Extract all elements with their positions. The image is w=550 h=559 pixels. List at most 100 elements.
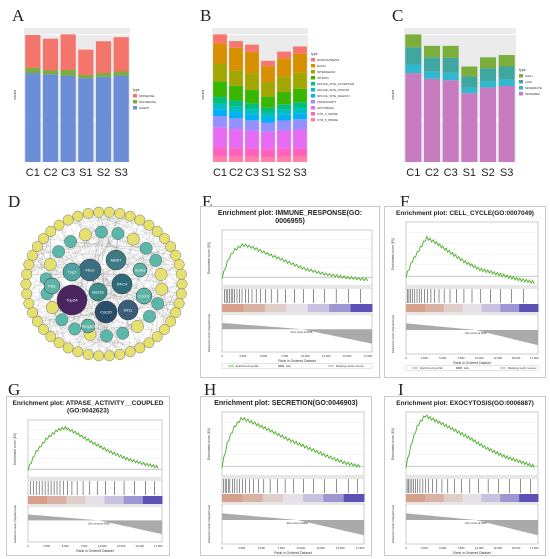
x-tick-label: 7,500 [278,546,285,550]
bar-segment [213,43,227,64]
legend-swatch [311,112,315,116]
x-tick-label: 15,000 [512,356,521,360]
x-tick-label: 5,000 [62,544,69,548]
network-node [176,278,188,290]
bar-segment [245,109,259,115]
network-node [159,324,170,335]
network-hub-node [117,299,139,321]
panel-letter-g: G [8,380,21,399]
x-axis-label: Rank in Ordered Dataset [274,551,312,555]
x-axis-label: Rank in Ordered Dataset [453,551,491,555]
network-node [27,249,38,261]
x-tick-label: C3 [444,167,458,179]
bar-segment [277,120,291,131]
x-tick-label: S2 [277,167,290,179]
ranking-color-segment [343,494,365,502]
x-tick-label: 0 [405,356,407,360]
legend-label: Ranking metric scores [336,364,364,368]
legend-swatch [311,100,315,104]
network-hub-node [80,318,96,334]
x-tick-label: 15,000 [512,546,521,550]
plot-background [212,28,308,162]
network-node [72,210,84,222]
x-tick-label: 5,000 [258,546,265,550]
network-node [111,227,125,240]
bar-segment [213,116,227,128]
x-tick-label: 0 [221,546,223,550]
bar-segment [95,73,112,77]
network-node [170,249,181,261]
ranking-color-segment [47,496,67,504]
bar-segment [229,100,243,107]
x-tick-label: 17,500 [364,354,373,358]
legend-swatch [311,64,315,68]
network-node [143,337,155,349]
network-node [72,346,84,358]
network-node [82,349,94,360]
bar-segment [442,57,459,73]
network-node [124,346,136,358]
legend-swatch [311,70,315,74]
bar-segment [229,85,243,101]
network-edge [68,333,123,349]
network-node [143,219,155,231]
network-node [93,206,105,218]
legend-label: Hits [286,364,291,368]
ranked-metric-area [28,514,162,535]
legend-title: type [311,52,318,56]
bar-segment [293,102,307,109]
ranked-metric-area [222,322,372,344]
network-node-label: Plk1 [48,284,57,289]
ranking-color-segment [424,494,445,502]
legend-title: type [519,68,526,72]
x-tick-label: 5,000 [439,546,446,550]
network-node [62,342,74,354]
ranking-color-segment [222,494,243,502]
x-axis-label: Rank in Ordered Dataset [453,361,491,365]
ranking-color-segment [262,494,284,502]
ranked-metric-axis-label: Ranked list metric (Signal2Noise) [207,314,211,352]
network-edge [149,293,182,317]
bar-segment [261,60,275,67]
network-node [165,316,177,327]
legend-swatch [311,76,315,80]
zero-cross-label: Zero cross at 9596 [465,521,487,525]
network-node [21,288,33,300]
bar-segment [461,87,478,94]
x-tick-label: S1 [463,167,476,179]
bar-segment [498,86,515,162]
network-hub-node [62,262,82,282]
network-node [170,307,181,319]
network-edge [46,231,102,279]
gsea-plot-immune-response: Enrichment plot: IMMUNE_RESPONSE(GO:0006… [200,206,380,378]
network-node [103,206,115,218]
bar-segment [293,108,307,114]
network-node-label: Top2A [66,298,78,303]
bar-segment [25,34,41,68]
network-hub-node [88,282,108,302]
bar-segment [213,109,227,117]
x-tick-label: C2 [425,167,439,179]
network-node-label: Mki67 [111,258,122,263]
bar-segment [293,119,307,130]
x-tick-label: 5,000 [439,356,446,360]
bar-segment [42,70,59,75]
x-tick-label: 12,500 [322,354,331,358]
network-edge [70,241,176,256]
ranked-metric-axis-label: Ranked list metric (Signal2Noise) [391,315,395,353]
bar-segment [405,73,422,162]
ranking-color-segment [519,304,539,312]
bar-segment [229,148,243,157]
plot-title: Enrichment plot: SECRETION(GO:0046903) [214,400,358,407]
network-node [52,245,65,259]
x-tick-label: 0 [221,354,223,358]
x-tick-label: 10,000 [98,544,107,548]
network-node [165,241,177,252]
bar-segment [229,106,243,113]
bar-segment [213,34,227,44]
ranking-color-segment [123,496,144,504]
network-node [82,208,94,219]
network-edge [133,239,176,313]
x-tick-label: S3 [114,167,127,179]
bar-segment [60,75,76,162]
